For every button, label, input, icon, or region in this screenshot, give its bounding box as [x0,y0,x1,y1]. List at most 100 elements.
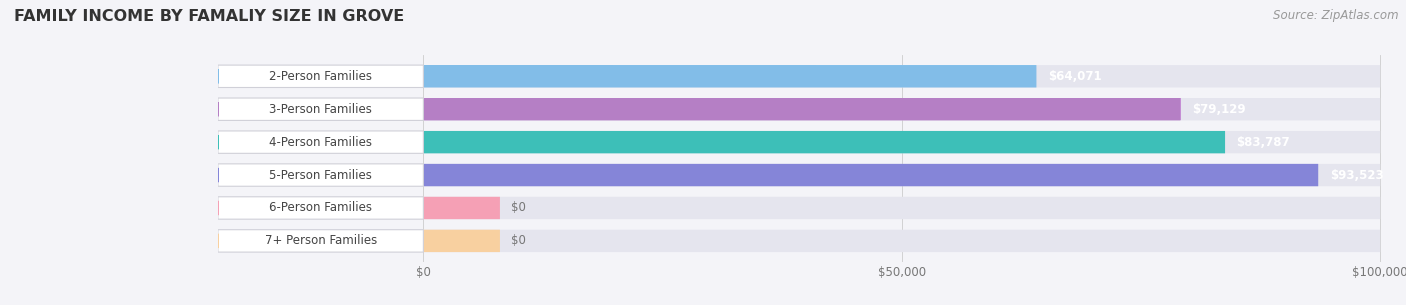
Bar [730,65,737,88]
Bar [825,98,832,120]
Bar [827,164,835,186]
Bar [706,65,711,88]
Bar [1128,98,1135,120]
Bar [516,65,522,88]
Bar [1049,131,1057,153]
Bar [883,65,890,88]
Bar [742,65,748,88]
Bar [773,65,779,88]
Text: FAMILY INCOME BY FAMALIY SIZE IN GROVE: FAMILY INCOME BY FAMALIY SIZE IN GROVE [14,9,405,24]
Bar [647,164,657,186]
Bar [576,65,582,88]
Bar [1211,164,1220,186]
Bar [450,164,460,186]
Bar [696,98,703,120]
Bar [877,98,886,120]
Bar [815,65,823,88]
Bar [546,65,553,88]
Bar [928,131,936,153]
Bar [932,65,938,88]
Bar [776,131,785,153]
Bar [620,98,628,120]
Bar [752,131,761,153]
Bar [1050,164,1059,186]
Bar [657,164,665,186]
Bar [1143,98,1150,120]
Bar [950,65,956,88]
Bar [441,164,450,186]
Bar [522,164,531,186]
Bar [741,98,749,120]
Bar [711,98,718,120]
Bar [744,131,752,153]
Bar [912,131,921,153]
Bar [859,65,865,88]
Bar [711,131,720,153]
Bar [591,98,598,120]
Bar [446,98,454,120]
Bar [436,65,441,88]
FancyBboxPatch shape [218,197,423,219]
Bar [454,65,460,88]
Bar [745,164,755,186]
Bar [495,131,503,153]
Bar [718,164,728,186]
Bar [936,131,945,153]
Bar [560,98,567,120]
Bar [993,131,1001,153]
Bar [766,65,773,88]
Bar [613,98,620,120]
Bar [640,131,648,153]
Bar [423,98,432,120]
Bar [1057,131,1064,153]
Bar [488,131,495,153]
Bar [984,131,993,153]
Bar [1112,164,1122,186]
Bar [828,65,834,88]
Bar [1025,131,1032,153]
Bar [938,65,945,88]
Bar [998,98,1007,120]
Bar [977,131,984,153]
Bar [803,65,810,88]
Bar [650,65,657,88]
Bar [1247,164,1256,186]
Bar [755,65,761,88]
Bar [672,131,681,153]
Bar [432,98,439,120]
Bar [1168,131,1177,153]
Text: $93,523: $93,523 [1330,169,1384,181]
Bar [1081,131,1088,153]
Bar [865,131,872,153]
Bar [817,164,827,186]
Bar [583,131,592,153]
Bar [1067,98,1074,120]
Bar [460,65,467,88]
Bar [901,65,908,88]
Bar [1137,131,1144,153]
Bar [440,131,447,153]
Bar [1153,131,1161,153]
Bar [886,98,893,120]
Bar [628,98,636,120]
Bar [571,65,576,88]
Bar [472,65,478,88]
Bar [832,131,841,153]
Bar [1157,164,1166,186]
Bar [460,164,468,186]
Bar [942,164,952,186]
Bar [1229,164,1237,186]
Bar [1032,164,1040,186]
Bar [960,98,969,120]
Bar [658,98,665,120]
Bar [693,65,699,88]
Bar [534,65,540,88]
Bar [468,164,477,186]
Bar [969,65,976,88]
Bar [931,98,938,120]
Bar [1201,131,1209,153]
Bar [1121,98,1128,120]
Bar [785,131,792,153]
Bar [1105,98,1112,120]
Bar [496,65,503,88]
